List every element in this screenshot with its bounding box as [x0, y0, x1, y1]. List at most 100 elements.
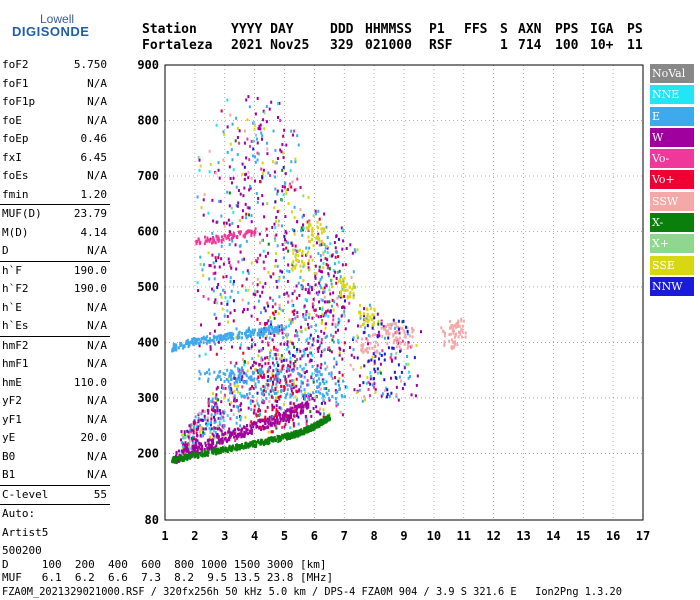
echo-dot	[261, 440, 264, 444]
echo-dot	[311, 230, 314, 234]
echo-dot	[252, 371, 255, 375]
echo-dot	[238, 141, 241, 145]
echo-dot	[312, 406, 315, 410]
echo-dot	[258, 426, 261, 430]
echo-dot	[393, 338, 396, 342]
echo-dot	[276, 434, 279, 438]
echo-dot	[307, 290, 310, 294]
echo-dot	[294, 254, 297, 258]
echo-dot	[333, 376, 336, 380]
echo-dot	[228, 191, 231, 195]
echo-dot	[213, 418, 216, 422]
echo-dot	[222, 262, 225, 266]
echo-dot	[318, 265, 321, 269]
echo-dot	[451, 340, 454, 344]
echo-dot	[175, 457, 178, 461]
echo-dot	[240, 435, 243, 439]
echo-dot	[276, 285, 279, 289]
echo-dot	[249, 378, 252, 382]
echo-dot	[186, 338, 189, 342]
echo-dot	[196, 240, 199, 244]
echo-dot	[236, 443, 239, 447]
echo-dot	[395, 392, 398, 396]
echo-dot	[393, 370, 396, 374]
echo-dot	[279, 394, 282, 398]
echo-dot	[275, 327, 278, 331]
echo-dot	[269, 422, 272, 426]
echo-dot	[192, 444, 195, 448]
echo-dot	[268, 336, 271, 340]
echo-dot	[220, 244, 223, 248]
echo-dot	[319, 344, 322, 348]
echo-dot	[240, 366, 243, 370]
echo-dot	[235, 336, 238, 340]
echo-dot	[295, 377, 298, 381]
echo-dot	[275, 215, 278, 219]
echo-dot	[234, 139, 237, 143]
echo-dot	[248, 443, 251, 447]
echo-dot	[318, 269, 321, 273]
echo-dot	[323, 331, 326, 335]
echo-dot	[209, 162, 212, 166]
echo-dot	[243, 141, 246, 145]
y-tick-label: 200	[137, 446, 159, 460]
echo-dot	[241, 427, 244, 431]
echo-dot	[343, 294, 346, 298]
echo-dot	[219, 292, 222, 296]
param-row: foEp 0.46	[0, 130, 110, 149]
echo-dot	[275, 396, 278, 400]
echo-dot	[271, 327, 274, 331]
echo-dot	[307, 195, 310, 199]
echo-dot	[250, 314, 253, 318]
echo-dot	[305, 253, 308, 257]
echo-dot	[211, 451, 214, 455]
echo-dot	[373, 385, 376, 389]
echo-dot	[298, 405, 301, 409]
echo-dot	[235, 415, 238, 419]
echo-dot	[316, 292, 319, 296]
echo-dot	[383, 336, 386, 340]
echo-dot	[210, 417, 213, 421]
echo-dot	[363, 364, 366, 368]
echo-dot	[198, 337, 201, 341]
echo-dot	[237, 390, 240, 394]
echo-dot	[223, 224, 226, 228]
echo-dot	[280, 385, 283, 389]
echo-dot	[279, 378, 282, 382]
echo-dot	[380, 394, 383, 398]
param-label: hmE	[2, 375, 22, 389]
echo-dot	[204, 239, 207, 243]
echo-dot	[282, 436, 285, 440]
echo-dot	[228, 238, 231, 242]
echo-dot	[218, 408, 221, 412]
echo-dot	[282, 388, 285, 392]
echo-dot	[319, 366, 322, 370]
echo-dot	[341, 413, 344, 417]
echo-dot	[216, 335, 219, 339]
echo-dot	[338, 319, 341, 323]
echo-dot	[273, 377, 276, 381]
echo-dot	[173, 348, 176, 352]
echo-dot	[190, 447, 193, 451]
echo-dot	[397, 341, 400, 345]
echo-dot	[341, 247, 344, 251]
echo-dot	[302, 313, 305, 317]
echo-dot	[244, 202, 247, 206]
echo-dot	[229, 311, 232, 315]
echo-dot	[452, 326, 455, 330]
echo-dot	[222, 418, 225, 422]
echo-dot	[314, 283, 317, 287]
echo-dot	[280, 356, 283, 360]
echo-dot	[236, 405, 239, 409]
echo-dot	[276, 264, 279, 268]
echo-dot	[322, 419, 325, 423]
echo-dot	[264, 309, 267, 313]
echo-dot	[226, 302, 229, 306]
header-row2-cell: 100	[555, 38, 579, 53]
echo-dot	[263, 267, 266, 271]
echo-dot	[323, 348, 326, 352]
echo-dot	[181, 449, 184, 453]
echo-dot	[226, 368, 229, 372]
echo-dot	[287, 436, 290, 440]
echo-dot	[255, 440, 258, 444]
